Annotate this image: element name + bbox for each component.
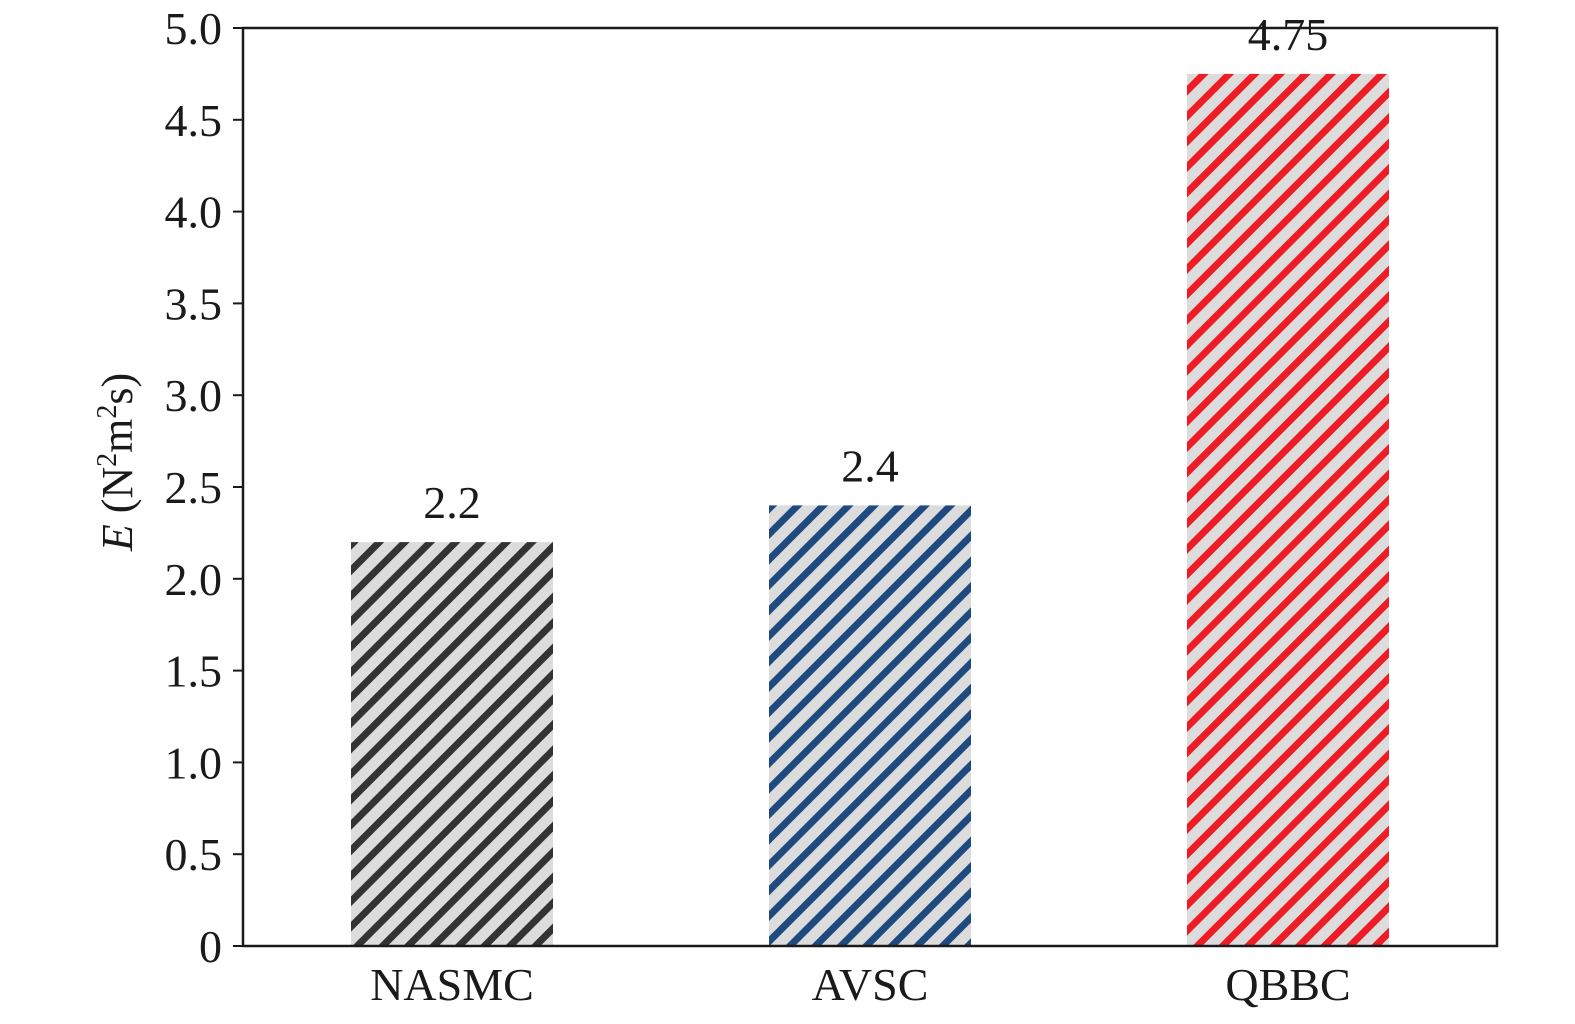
x-axis-labels: NASMC AVSC QBBC xyxy=(370,959,1350,1010)
x-tick-label-nasmc: NASMC xyxy=(370,959,534,1010)
bar-qbbc xyxy=(1187,73,1389,946)
y-tick-label: 0.5 xyxy=(165,829,223,880)
y-tick-label: 0 xyxy=(199,921,222,972)
value-label-qbbc: 4.75 xyxy=(1248,9,1329,60)
y-tick-label: 3.5 xyxy=(165,278,223,329)
y-tick-label: 2.0 xyxy=(165,554,223,605)
y-axis-unit-sup2: 2 xyxy=(92,405,123,419)
value-label-avsc: 2.4 xyxy=(841,440,899,491)
y-tick-label: 2.5 xyxy=(165,462,223,513)
y-axis-unit-mid: m xyxy=(93,419,142,453)
bar-nasmc xyxy=(351,542,553,946)
y-axis-title: E (N2m2s) xyxy=(92,373,142,552)
value-labels: 2.2 2.4 4.75 xyxy=(423,9,1328,528)
y-axis-unit-close: s) xyxy=(93,373,142,405)
y-tick-label: 1.5 xyxy=(165,646,223,697)
y-axis-ticks: 0 0.5 1.0 1.5 2.0 2.5 3.0 3.5 4.0 4.5 5.0 xyxy=(165,3,243,972)
bar-avsc xyxy=(769,505,971,946)
y-tick-label: 5.0 xyxy=(165,3,223,54)
x-tick-label-qbbc: QBBC xyxy=(1225,959,1350,1010)
value-label-nasmc: 2.2 xyxy=(423,477,481,528)
y-tick-label: 1.0 xyxy=(165,737,223,788)
x-tick-label-avsc: AVSC xyxy=(812,959,929,1010)
y-axis-unit-open: (N xyxy=(93,467,142,524)
y-tick-label: 4.5 xyxy=(165,95,223,146)
y-tick-label: 4.0 xyxy=(165,187,223,238)
y-axis-symbol: E xyxy=(93,524,142,552)
bars xyxy=(351,73,1389,946)
y-tick-label: 3.0 xyxy=(165,370,223,421)
y-axis-unit-sup1: 2 xyxy=(92,453,123,467)
